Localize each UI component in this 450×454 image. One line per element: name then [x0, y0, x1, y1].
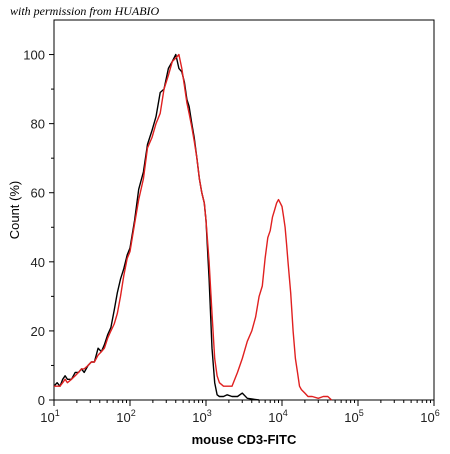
y-axis: 0 20 40 60 80 100	[23, 48, 54, 408]
x-axis-title: mouse CD3-FITC	[192, 432, 297, 447]
plot-frame	[53, 19, 435, 401]
y-tick-label: 100	[23, 48, 45, 63]
x-tick-label: 106	[420, 408, 439, 425]
y-tick-label: 40	[31, 255, 45, 270]
series-line-black	[53, 53, 260, 401]
y-tick-label: 20	[31, 324, 45, 339]
x-axis: 101 102 103 104 105 106	[40, 400, 440, 425]
y-tick-label: 80	[31, 117, 45, 132]
series-layer	[53, 53, 333, 401]
watermark-text: with permission from HUABIO	[10, 4, 160, 18]
x-tick-label: 102	[116, 408, 135, 425]
y-axis-title: Count (%)	[7, 181, 22, 240]
x-tick-label: 103	[192, 408, 211, 425]
y-tick-label: 0	[38, 393, 45, 408]
x-tick-label: 101	[40, 408, 59, 425]
y-tick-label: 60	[31, 186, 45, 201]
x-tick-label: 104	[268, 408, 287, 425]
series-line-red	[54, 53, 333, 401]
x-tick-label: 105	[344, 408, 363, 425]
